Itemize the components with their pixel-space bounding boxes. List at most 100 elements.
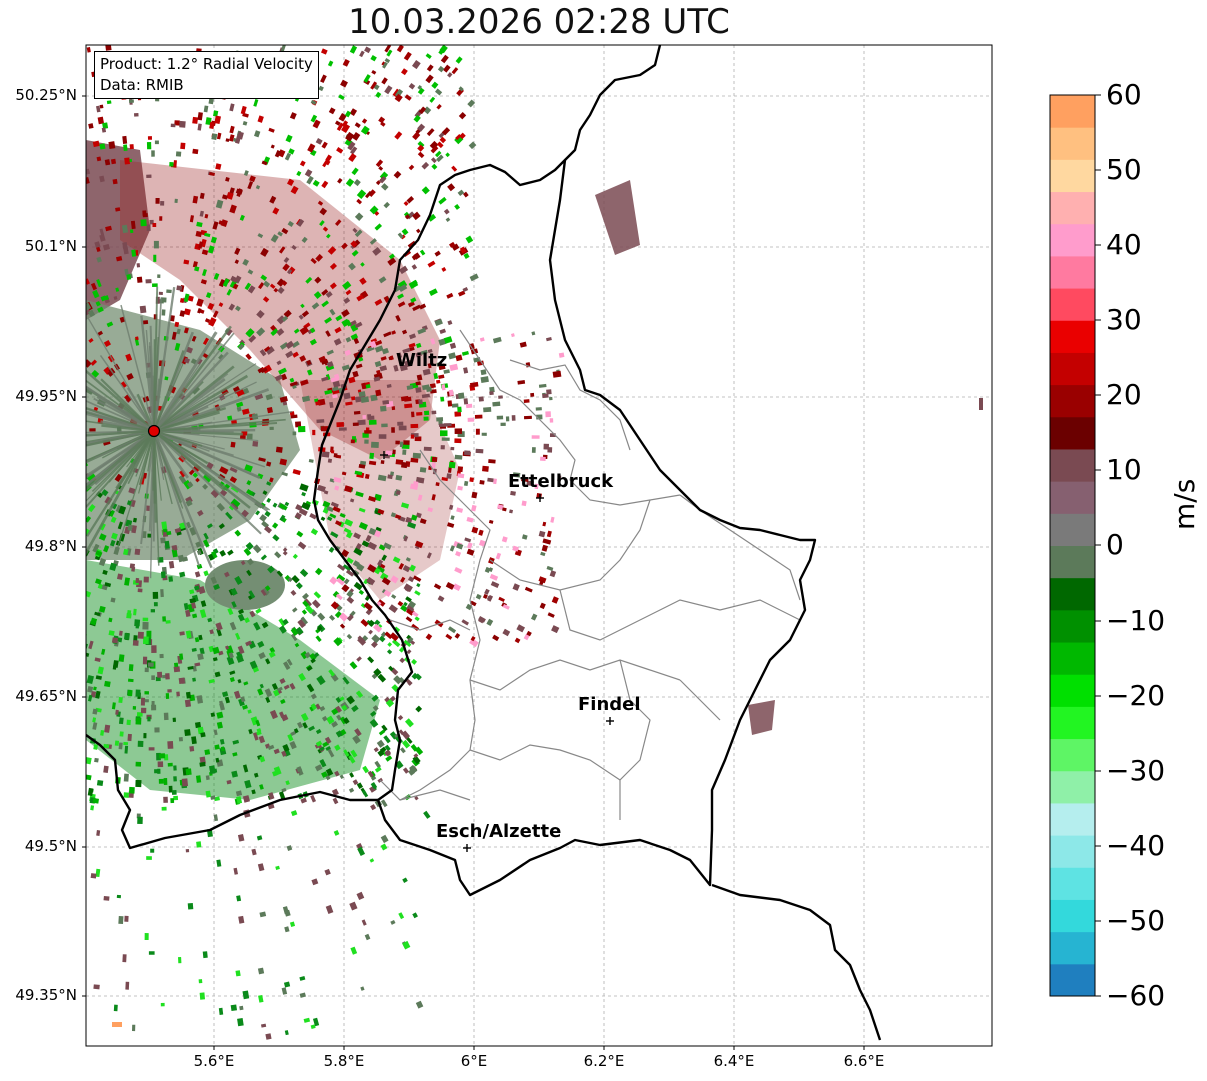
radar-pixel <box>389 632 399 642</box>
product-text: Product: 1.2° Radial Velocity <box>100 55 313 73</box>
radar-pixel <box>241 431 248 436</box>
radar-pixel <box>104 680 111 688</box>
radar-pixel <box>285 350 294 359</box>
radar-pixel <box>297 619 306 629</box>
radar-pixel <box>302 722 308 729</box>
radar-pixel <box>377 474 387 482</box>
radar-pixel <box>118 505 127 515</box>
radar-pixel <box>407 521 417 529</box>
radar-pixel <box>449 504 454 510</box>
radar-pixel <box>253 99 259 107</box>
radar-pixel <box>401 443 410 449</box>
radar-pixel <box>185 630 192 639</box>
radar-pixel <box>143 636 149 645</box>
radar-pixel <box>390 575 399 584</box>
radar-pixel <box>374 298 383 306</box>
radar-pixel <box>240 696 246 703</box>
radar-pixel <box>346 633 353 640</box>
radar-pixel <box>282 263 290 272</box>
radar-pixel <box>386 49 393 57</box>
radar-pixel <box>146 141 152 150</box>
radar-pixel <box>252 732 259 741</box>
radar-pixel <box>114 473 123 483</box>
radar-pixel <box>328 669 336 677</box>
radar-pixel <box>86 359 92 368</box>
radar-pixel <box>409 764 418 774</box>
radar-pixel <box>287 268 293 275</box>
radar-spoke <box>153 430 251 509</box>
radar-pixel <box>276 360 282 366</box>
radar-pixel <box>352 779 359 786</box>
radar-pixel <box>439 45 448 54</box>
radar-pixel <box>101 489 109 497</box>
radar-pixel <box>309 513 317 520</box>
radar-pixel <box>498 395 503 399</box>
radar-pixel <box>523 415 532 420</box>
radar-pixel <box>404 403 413 409</box>
radar-pixel <box>416 228 421 234</box>
radar-pixel <box>376 369 381 376</box>
radar-pixel <box>226 289 232 296</box>
radar-pixel <box>189 597 197 604</box>
radar-pixel <box>469 381 479 388</box>
radar-pixel <box>394 626 401 633</box>
radar-pixel <box>467 417 475 422</box>
radar-pixel <box>426 552 432 559</box>
radar-pixel <box>331 394 338 399</box>
radar-pixel <box>104 582 112 588</box>
radar-pixel <box>290 633 298 642</box>
radar-pixel <box>383 331 392 338</box>
radar-pixel <box>183 327 189 334</box>
radar-pixel <box>214 115 221 125</box>
radar-pixel <box>301 236 308 243</box>
radar-pixel <box>264 585 271 591</box>
radar-pixel <box>355 491 364 498</box>
radar-pixel <box>300 712 309 722</box>
radar-pixel <box>262 296 270 303</box>
radar-pixel <box>195 477 200 483</box>
radar-pixel <box>349 772 355 778</box>
radar-pixel <box>144 667 149 673</box>
radar-pixel <box>174 527 182 533</box>
radar-pixel <box>102 243 110 251</box>
radar-pixel <box>377 599 386 607</box>
radar-pixel <box>196 695 204 704</box>
radar-pixel <box>349 661 358 670</box>
radar-pixel <box>204 232 211 238</box>
radar-pixel <box>281 987 288 995</box>
radar-pixel <box>355 690 364 699</box>
radar-pixel <box>174 198 178 203</box>
radar-pixel <box>430 338 436 345</box>
radar-pixel <box>123 144 128 152</box>
radar-pixel <box>436 154 444 163</box>
radar-pixel <box>301 310 310 318</box>
radar-pixel <box>412 304 421 312</box>
radar-pixel <box>455 56 463 64</box>
radar-pixel <box>281 471 289 477</box>
radar-pixel <box>229 621 237 631</box>
radar-pixel <box>410 514 418 521</box>
radar-pixel <box>380 460 385 465</box>
radar-pixel <box>289 381 298 387</box>
radar-pixel <box>386 384 392 389</box>
radar-pixel <box>197 653 204 661</box>
radar-pixel <box>335 314 343 322</box>
radar-pixel <box>325 768 334 777</box>
radar-pixel <box>449 545 455 552</box>
radar-pixel <box>333 476 342 483</box>
radar-pixel <box>289 921 296 928</box>
radar-spoke <box>152 430 190 479</box>
radar-pixel <box>329 262 338 270</box>
radar-pixel <box>292 351 299 358</box>
radar-pixel <box>502 628 511 637</box>
radar-pixel <box>197 726 204 735</box>
radar-pixel <box>411 411 415 418</box>
radar-pixel <box>377 673 387 683</box>
radar-pixel <box>244 464 253 473</box>
radar-pixel <box>423 416 429 421</box>
radar-pixel <box>448 461 456 469</box>
radar-pixel <box>440 396 445 402</box>
radar-pixel <box>103 339 111 347</box>
radar-pixel <box>258 994 264 1003</box>
radar-pixel <box>258 282 265 290</box>
